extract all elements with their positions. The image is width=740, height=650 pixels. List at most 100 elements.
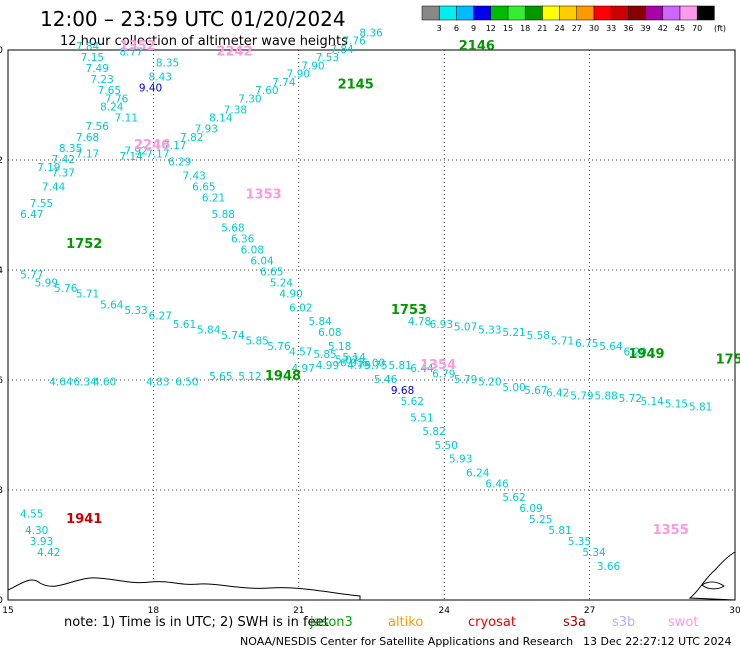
swh-point: 6.08 (241, 245, 264, 257)
swh-point: 3.66 (597, 561, 621, 573)
swh-point: 5.88 (212, 209, 235, 221)
swh-point: 7.76 (105, 93, 129, 105)
swh-point: 5.20 (478, 377, 501, 389)
colorbar-label: 27 (572, 24, 582, 33)
swh-point: 5.25 (529, 514, 552, 526)
swh-point: 9.68 (391, 385, 414, 397)
swh-point: 8.36 (359, 27, 383, 39)
plot-frame (7, 49, 736, 601)
swh-point: 7.56 (86, 121, 110, 133)
colorbar-label: 39 (641, 24, 651, 33)
swh-point: 7.90 (287, 69, 310, 81)
swh-point: 5.77 (20, 269, 43, 281)
pass-time-label: 1753 (391, 303, 427, 318)
x-tick-label: 21 (293, 606, 304, 616)
pass-time-label: 2242 (216, 45, 252, 60)
swh-point: 5.85 (245, 335, 268, 347)
swh-point: 6.75 (575, 338, 598, 350)
swh-point: 6.46 (485, 478, 509, 490)
swh-point: 6.34 (73, 377, 97, 389)
colorbar-label: 12 (486, 24, 496, 33)
pass-time-label: 1949 (628, 347, 664, 362)
swh-point: 5.81 (689, 401, 712, 413)
swh-point: 5.82 (422, 426, 445, 438)
swh-point: 6.44 (410, 363, 434, 375)
swh-point: 8.77 (119, 47, 142, 59)
x-tick-label: 30 (729, 606, 740, 616)
swh-point: 7.17 (76, 148, 99, 160)
swh-point: 5.58 (527, 330, 550, 342)
pass-time-label: 2246 (134, 138, 170, 153)
colorbar-label: 15 (503, 24, 513, 33)
colorbar-label: 33 (606, 24, 616, 33)
colorbar-label: 45 (675, 24, 685, 33)
swh-point: 8.35 (59, 143, 82, 155)
swh-point: 5.24 (270, 278, 294, 290)
swh-point: 6.24 (466, 467, 490, 479)
swh-point: 6.50 (175, 377, 198, 389)
swh-point: 5.64 (100, 300, 124, 312)
swh-point: 7.23 (90, 74, 113, 86)
grid-lines (8, 50, 735, 600)
swh-point: 8.43 (149, 71, 172, 83)
swh-point: 5.75 (364, 360, 387, 372)
swh-point: 5.72 (619, 393, 642, 405)
swh-point: 5.64 (599, 341, 623, 353)
swh-point: 5.99 (35, 278, 58, 290)
swh-point: 5.76 (267, 341, 291, 353)
y-tick-label: -66 (0, 376, 3, 386)
swh-point: 7.17 (146, 148, 169, 160)
swh-point: 8.14 (209, 113, 233, 125)
swh-point: 5.34 (582, 547, 606, 559)
colorbar-label: 30 (589, 24, 599, 33)
swh-point: 7.14 (119, 151, 143, 163)
colorbar-swatch (490, 5, 509, 21)
swh-point: 7.90 (301, 60, 324, 72)
swh-point: 7.17 (163, 140, 186, 152)
swh-point: 5.12 (238, 371, 261, 383)
swh-point: 5.85 (313, 349, 336, 361)
swh-point: 5.76 (54, 283, 78, 295)
swh-point: 5.68 (221, 223, 244, 235)
swh-point: 7.11 (115, 113, 138, 125)
swh-point: 5.71 (551, 335, 574, 347)
swh-point: 5.93 (449, 454, 472, 466)
colorbar-label: 18 (520, 24, 530, 33)
colorbar-legend: 3 6 9 12 15 18 21 24 27 30 33 36 39 42 45 70 (421, 5, 715, 33)
colorbar-swatch (542, 5, 560, 21)
swh-point: 5.51 (410, 412, 433, 424)
colorbar-swatch (679, 5, 698, 21)
pass-labels: 1352 2242 2146 2145 2246 1353 1752 1753 1949 1754… (66, 39, 740, 538)
swh-point: 7.82 (180, 132, 203, 144)
swh-point: 5.46 (374, 374, 398, 386)
colorbar-swatch (576, 5, 595, 21)
satellite-label: s3b (612, 615, 635, 630)
swh-point: 7.60 (255, 85, 278, 97)
swh-point: 6.27 (149, 311, 172, 323)
swh-point: 5.79 (570, 390, 593, 402)
colorbar-label: 9 (471, 24, 476, 33)
swh-point: 6.21 (202, 192, 225, 204)
swh-point: 7.84 (330, 44, 354, 56)
swh-point: 5.71 (76, 289, 99, 301)
swh-point: 7.53 (316, 52, 339, 64)
swh-point: 5.14 (640, 396, 664, 408)
coastline-east (688, 551, 736, 601)
swh-point: 7.15 (81, 52, 104, 64)
swh-point: 5.33 (124, 305, 147, 317)
swh-point: 5.33 (478, 324, 501, 336)
satellite-legend: jason3 altiko cryosat s3a s3b swot (309, 615, 698, 630)
pass-time-label: 1948 (265, 369, 301, 384)
swh-point: 7.68 (76, 132, 99, 144)
swh-point: 4.99 (316, 360, 339, 372)
swh-point: 7.92 (124, 146, 147, 158)
swh-point: 6.04 (250, 256, 274, 268)
swh-point: 7.65 (98, 85, 121, 97)
colorbar-swatch (559, 5, 578, 21)
x-tick-label: 27 (584, 606, 595, 616)
colorbar-swatch (524, 5, 543, 21)
colorbar-swatch (628, 5, 646, 21)
pass-time-label: 1941 (66, 512, 102, 527)
pass-time-label: 1754 (716, 353, 740, 368)
pass-time-label: 1752 (66, 237, 102, 252)
